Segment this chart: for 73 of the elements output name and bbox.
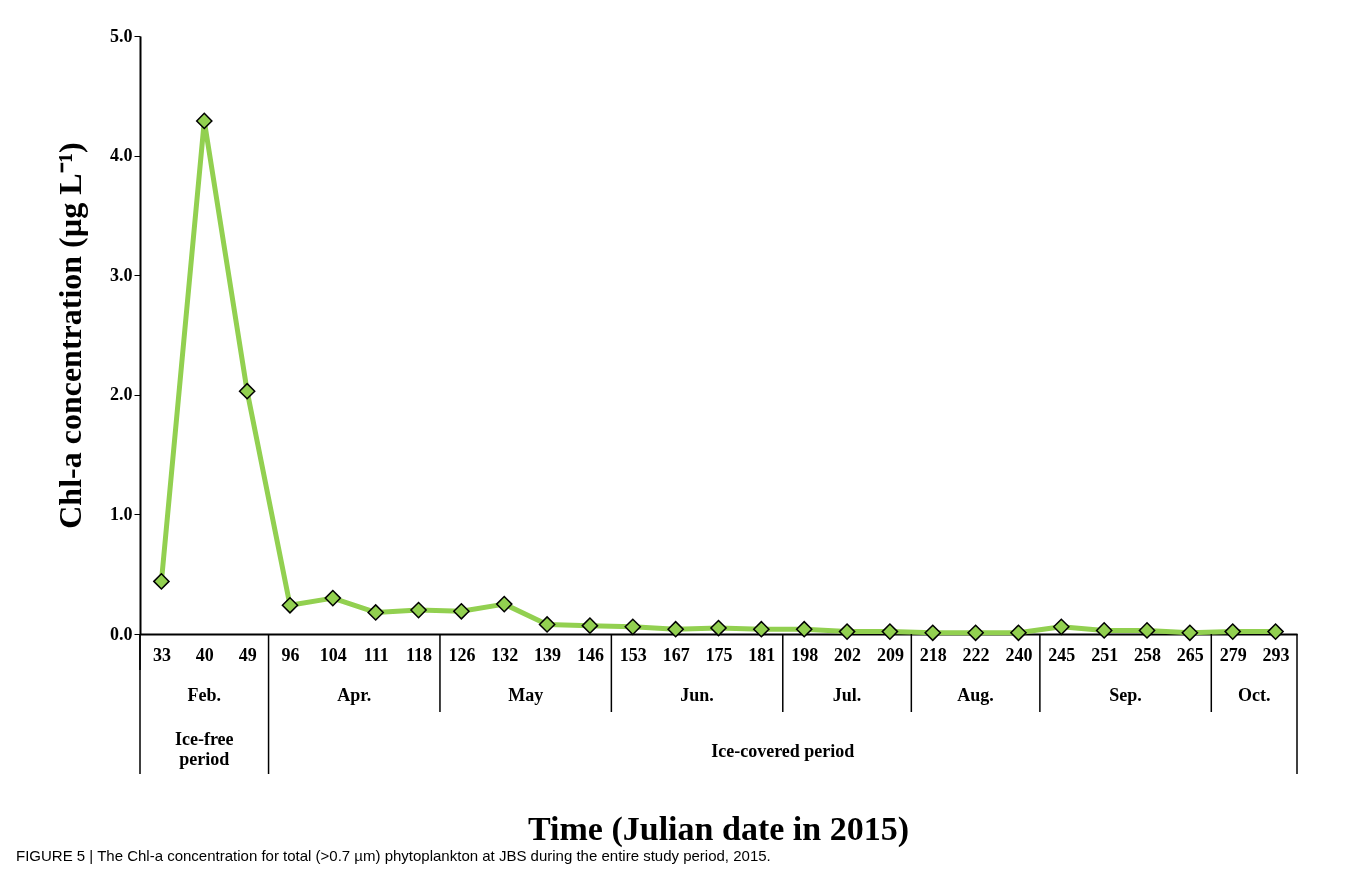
point xyxy=(324,589,342,607)
x-tick-label: 111 xyxy=(363,644,389,665)
point xyxy=(967,624,984,642)
x-tick-label: 126 xyxy=(448,644,476,665)
x-tick-label: 139 xyxy=(534,644,562,665)
x-tick-label: 167 xyxy=(662,644,690,665)
x-tick-label: 218 xyxy=(919,644,947,665)
point xyxy=(281,596,299,614)
text: Oct. xyxy=(1237,685,1271,705)
x-tick-label: 175 xyxy=(705,644,733,665)
x-tick-label: 118 xyxy=(406,644,433,665)
x-tick-label: 49 xyxy=(238,644,257,665)
y-tick-label: 3.0 xyxy=(110,264,133,285)
x-tick-label: 202 xyxy=(834,644,862,665)
text: Aug. xyxy=(957,685,994,705)
x-axis-title: Time (Julian date in 2015) xyxy=(528,810,909,848)
point xyxy=(624,618,642,636)
y-tick-label: 2.0 xyxy=(110,384,133,405)
point xyxy=(410,601,427,619)
point xyxy=(924,624,942,642)
point xyxy=(838,623,856,640)
x-tick-label: 265 xyxy=(1176,644,1204,665)
x-tick-label: 209 xyxy=(876,644,904,665)
text: Jul. xyxy=(832,685,862,705)
point xyxy=(453,602,470,620)
x-tick-label: 153 xyxy=(619,644,647,665)
point xyxy=(367,604,385,621)
y-tick-label: 1.0 xyxy=(110,503,133,524)
y-tick-label: 4.0 xyxy=(110,145,133,166)
x-tick-label: 96 xyxy=(281,644,300,665)
x-tick-label: 258 xyxy=(1134,644,1162,665)
x-tick-label: 33 xyxy=(152,644,171,665)
point xyxy=(795,620,813,638)
x-tick-label: 181 xyxy=(748,644,776,665)
x-tick-label: 198 xyxy=(791,644,819,665)
x-tick-label: 132 xyxy=(491,644,519,665)
y-tick-label: 0.0 xyxy=(110,623,133,644)
point xyxy=(881,623,899,640)
point xyxy=(538,616,556,633)
x-tick-label: 104 xyxy=(319,644,347,665)
point xyxy=(1095,622,1113,639)
point xyxy=(153,573,170,590)
point xyxy=(1010,624,1027,642)
x-tick-label: 293 xyxy=(1262,644,1290,665)
text: Jun. xyxy=(680,685,714,705)
text: Sep. xyxy=(1109,685,1142,705)
point xyxy=(1138,622,1156,639)
point xyxy=(753,620,770,638)
point xyxy=(238,382,256,400)
x-tick-label: 40 xyxy=(195,644,214,665)
x-tick-label: 279 xyxy=(1219,644,1247,665)
y-axis-title: Chl-a concentration (µg L⁻¹) xyxy=(52,142,88,529)
point xyxy=(667,620,684,638)
y-tick-label: 5.0 xyxy=(110,25,133,46)
point xyxy=(581,617,599,634)
x-tick-label: 146 xyxy=(576,644,604,665)
x-tick-label: 245 xyxy=(1048,644,1076,665)
text: Feb. xyxy=(187,685,222,705)
point xyxy=(495,595,513,613)
text: May xyxy=(508,685,544,705)
point xyxy=(1267,623,1284,640)
text: Ice-free period xyxy=(174,729,234,769)
x-tick-label: 240 xyxy=(1005,644,1033,665)
text: Apr. xyxy=(337,685,372,705)
point xyxy=(1224,623,1242,640)
point xyxy=(1181,624,1199,642)
point xyxy=(1052,618,1070,636)
point xyxy=(710,619,727,637)
x-tick-label: 251 xyxy=(1091,644,1119,665)
x-tick-label: 222 xyxy=(962,644,990,665)
caption: FIGURE 5 | The Chl-a concentration for total (>0.7 µm) phytoplankton at JBS during the entire study period, 2015. xyxy=(16,847,771,864)
text: Ice-covered period xyxy=(711,741,855,761)
point xyxy=(195,112,213,130)
